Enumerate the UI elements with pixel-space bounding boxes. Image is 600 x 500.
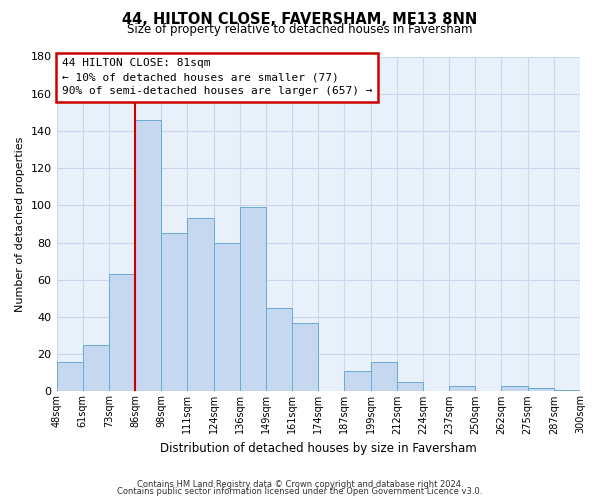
- Bar: [135, 120, 161, 392]
- Text: Size of property relative to detached houses in Faversham: Size of property relative to detached ho…: [127, 22, 473, 36]
- Y-axis label: Number of detached properties: Number of detached properties: [15, 136, 25, 312]
- Text: Contains public sector information licensed under the Open Government Licence v3: Contains public sector information licen…: [118, 487, 482, 496]
- Bar: [214, 242, 240, 392]
- Bar: [83, 345, 109, 392]
- Bar: [109, 274, 135, 392]
- Bar: [240, 207, 266, 392]
- Bar: [56, 362, 83, 392]
- Text: 44 HILTON CLOSE: 81sqm
← 10% of detached houses are smaller (77)
90% of semi-det: 44 HILTON CLOSE: 81sqm ← 10% of detached…: [62, 58, 372, 96]
- Bar: [371, 362, 397, 392]
- Bar: [397, 382, 423, 392]
- Bar: [292, 322, 318, 392]
- Text: Contains HM Land Registry data © Crown copyright and database right 2024.: Contains HM Land Registry data © Crown c…: [137, 480, 463, 489]
- Bar: [449, 386, 475, 392]
- Bar: [344, 371, 371, 392]
- Bar: [266, 308, 292, 392]
- X-axis label: Distribution of detached houses by size in Faversham: Distribution of detached houses by size …: [160, 442, 476, 455]
- Bar: [502, 386, 527, 392]
- Bar: [527, 388, 554, 392]
- Bar: [187, 218, 214, 392]
- Bar: [554, 390, 580, 392]
- Bar: [161, 233, 187, 392]
- Text: 44, HILTON CLOSE, FAVERSHAM, ME13 8NN: 44, HILTON CLOSE, FAVERSHAM, ME13 8NN: [122, 12, 478, 28]
